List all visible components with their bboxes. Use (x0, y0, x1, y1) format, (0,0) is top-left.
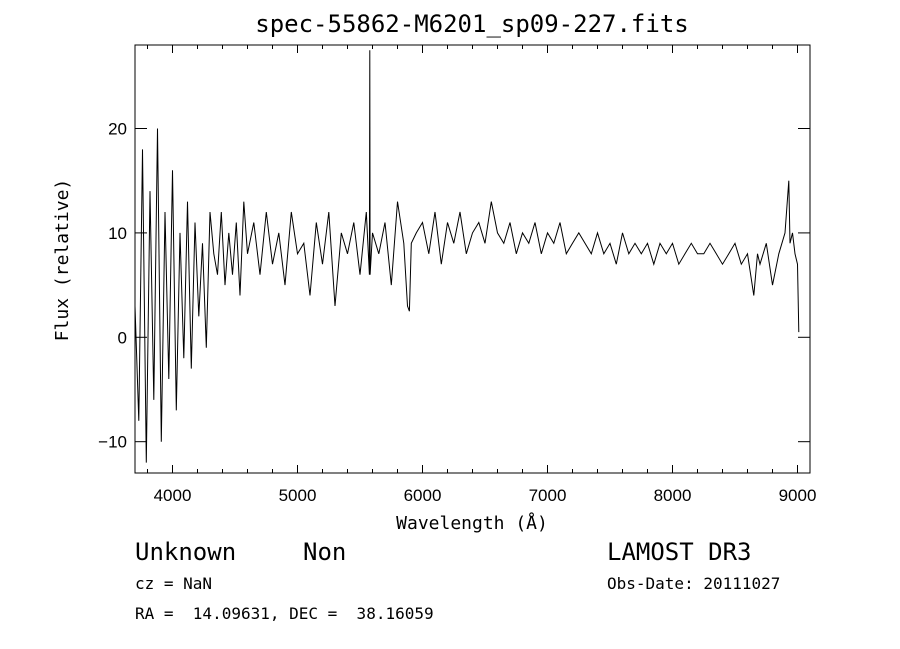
x-tick-label: 4000 (154, 486, 192, 505)
object-subclass: Non (303, 538, 347, 566)
y-axis-label: Flux (relative) (52, 179, 73, 342)
plot-frame (134, 44, 811, 474)
coordinates: RA = 14.09631, DEC = 38.16059 (135, 604, 434, 623)
y-tick-label: 0 (118, 328, 127, 347)
y-axis: −10 0 10 20 (98, 120, 810, 452)
observation-date: Obs-Date: 20111027 (607, 574, 781, 593)
object-class: Unknown (135, 538, 237, 566)
x-tick-label: 5000 (279, 486, 317, 505)
x-axis-label: Wavelength (Å) (396, 512, 548, 534)
y-tick-label: −10 (98, 433, 127, 452)
x-tick-label: 8000 (654, 486, 692, 505)
y-tick-label: 20 (108, 120, 127, 139)
flux-series-line (134, 50, 800, 463)
x-tick-label: 7000 (529, 486, 567, 505)
chart-title: spec-55862-M6201_sp09-227.fits (255, 10, 688, 38)
x-axis: 4000 5000 6000 7000 8000 9000 (147, 45, 817, 505)
redshift-value: cz = NaN (135, 574, 213, 593)
y-tick-label: 10 (108, 224, 127, 243)
survey-name: LAMOST DR3 (607, 538, 752, 566)
x-tick-label: 6000 (404, 486, 442, 505)
x-tick-label: 9000 (779, 486, 817, 505)
